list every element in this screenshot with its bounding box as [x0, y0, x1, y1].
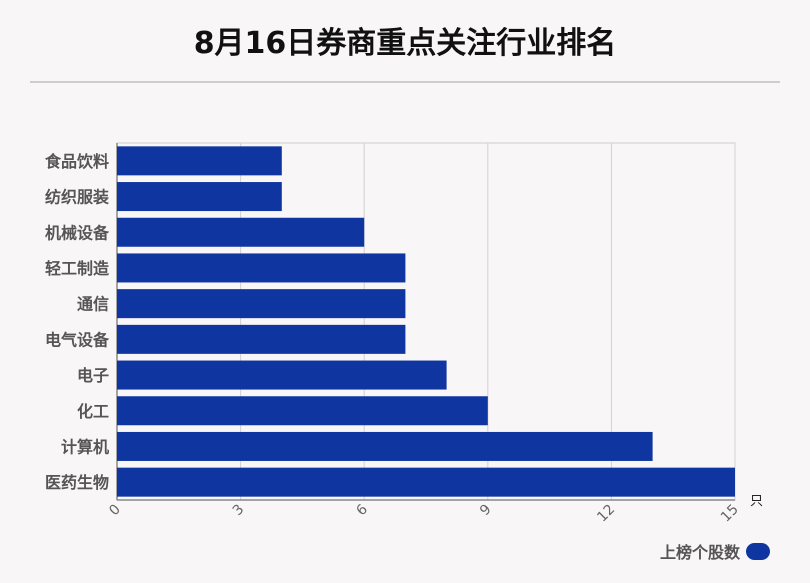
bar[interactable] [117, 253, 406, 283]
bar[interactable] [117, 431, 653, 461]
bar[interactable] [117, 360, 447, 390]
bar[interactable] [117, 396, 488, 426]
category-label: 轻工制造 [45, 259, 110, 278]
x-tick-label: 6 [353, 501, 371, 519]
bar[interactable] [117, 182, 282, 212]
category-label: 电子 [77, 366, 109, 385]
legend[interactable]: 上榜个股数 [660, 540, 771, 562]
category-label: 电气设备 [45, 330, 110, 349]
x-tick-label: 9 [477, 502, 495, 520]
x-tick-label: 3 [230, 502, 248, 520]
bar[interactable] [117, 289, 406, 319]
legend-swatch [746, 542, 771, 560]
x-tick-label: 15 [718, 502, 742, 526]
category-label: 纺织服装 [45, 188, 109, 207]
category-label: 计算机 [61, 437, 109, 456]
category-label: 机械设备 [45, 223, 110, 242]
title-divider [30, 81, 780, 83]
x-axis-unit: 只 [750, 494, 763, 509]
legend-label: 上榜个股数 [660, 543, 741, 562]
bar[interactable] [117, 467, 735, 497]
bar[interactable] [117, 217, 365, 247]
bar[interactable] [117, 146, 282, 176]
chart-title: 8月16日券商重点关注行业排名 [193, 26, 617, 61]
bar[interactable] [117, 324, 406, 354]
x-tick-label: 0 [106, 502, 124, 520]
category-label: 通信 [77, 295, 109, 314]
x-tick-label: 12 [594, 502, 618, 526]
category-label: 食品饮料 [44, 152, 109, 171]
category-label: 化工 [77, 402, 109, 421]
category-label: 医药生物 [45, 473, 109, 492]
